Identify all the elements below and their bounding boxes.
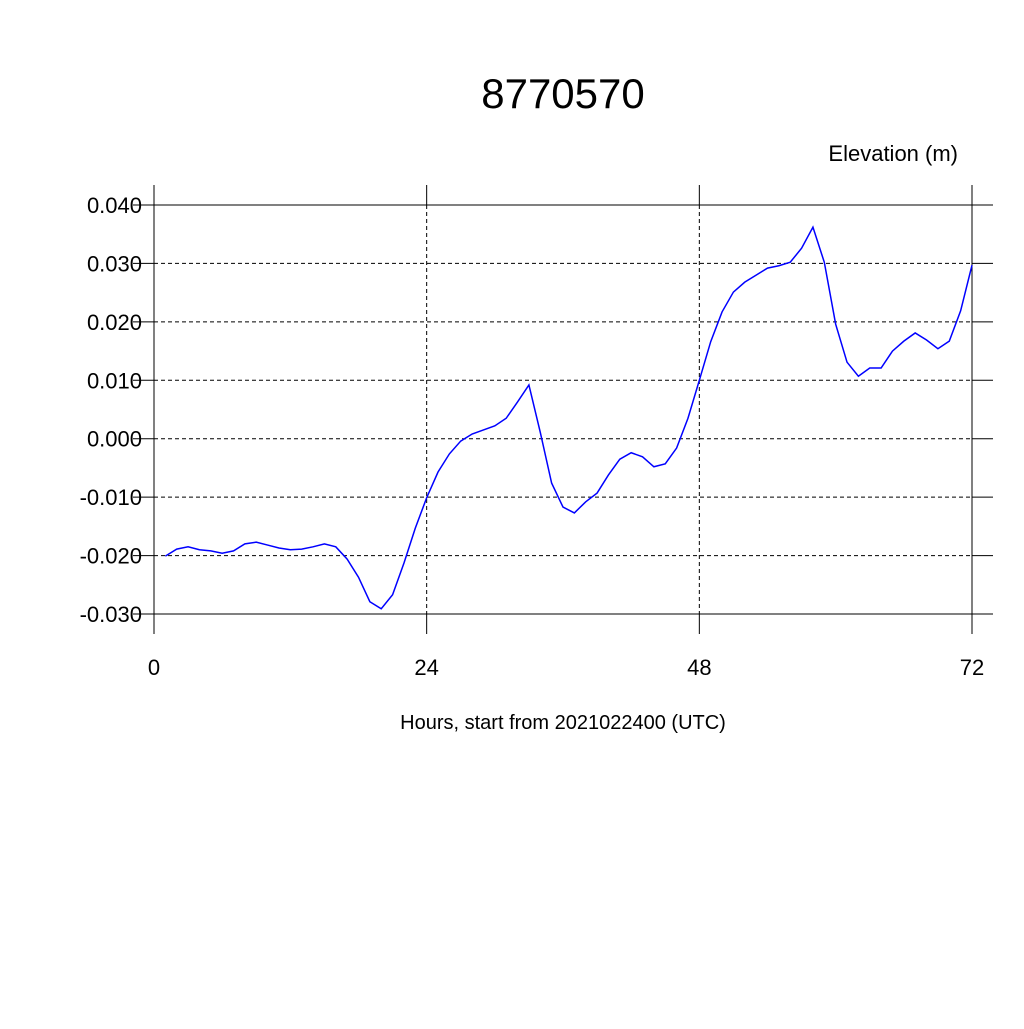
y-tick-label: 0.030: [87, 251, 142, 276]
x-axis-label: Hours, start from 2021022400 (UTC): [400, 712, 726, 734]
y-tick-label: 0.000: [87, 427, 142, 452]
y-tick-label: -0.010: [80, 485, 142, 510]
x-tick-label: 48: [687, 655, 711, 680]
y-tick-label: -0.020: [80, 544, 142, 569]
plot-frame: [153, 204, 973, 615]
data-line: [164, 225, 973, 610]
y-tick-label: 0.010: [87, 368, 142, 393]
y-tick-label: 0.040: [87, 193, 142, 218]
y-tick-label: 0.020: [87, 310, 142, 335]
x-tick-label: 72: [960, 655, 984, 680]
x-tick-label: 24: [414, 655, 438, 680]
y-axis-label: Elevation (m): [828, 141, 958, 166]
y-tick-label: -0.030: [80, 602, 142, 627]
x-tick-label: 0: [148, 655, 160, 680]
chart-title: 8770570: [481, 70, 645, 117]
